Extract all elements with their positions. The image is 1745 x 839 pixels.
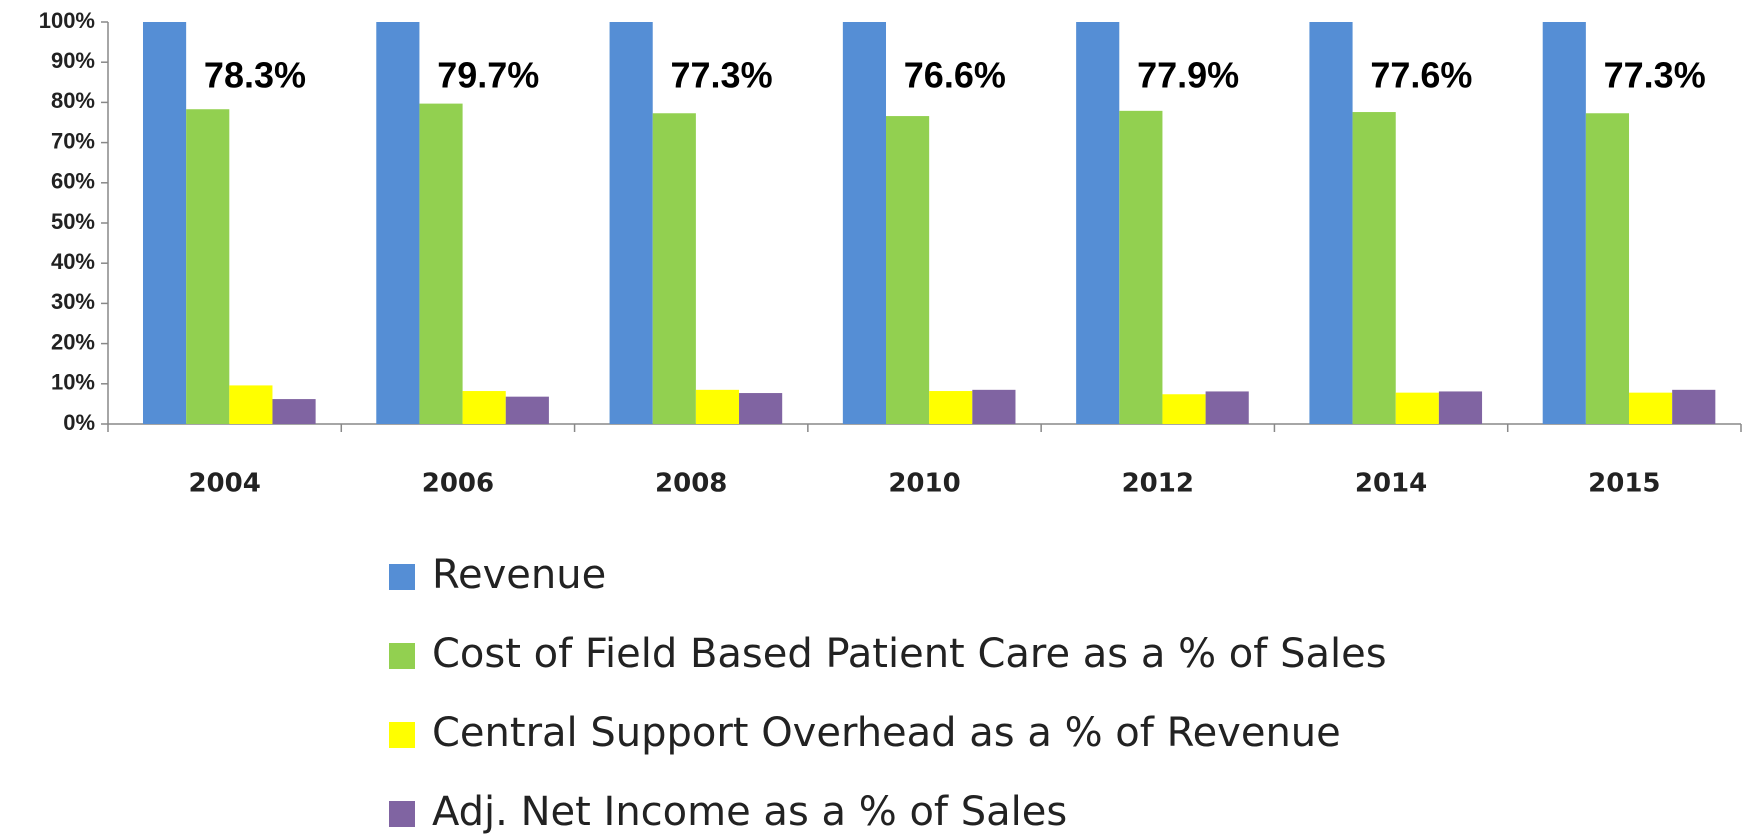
x-tick-label: 2006: [422, 469, 494, 499]
y-tick-label: 80%: [51, 88, 95, 113]
bar: [886, 116, 930, 425]
bar: [186, 109, 230, 424]
bar: [376, 22, 420, 424]
data-label: 77.6%: [1370, 55, 1472, 96]
bar: [1352, 112, 1396, 424]
bar: [505, 396, 549, 424]
data-label: 78.3%: [204, 55, 306, 96]
x-tick-label: 2014: [1355, 469, 1427, 499]
y-tick-label: 70%: [51, 128, 95, 153]
x-tick-label: 2015: [1588, 469, 1660, 499]
bar: [652, 113, 696, 424]
data-label: 79.7%: [437, 55, 539, 96]
legend-swatch: [389, 564, 415, 590]
y-tick-label: 100%: [39, 8, 95, 33]
legend-swatch: [389, 643, 415, 669]
x-tick-label: 2012: [1122, 469, 1194, 499]
y-tick-label: 30%: [51, 289, 95, 314]
y-tick-label: 20%: [51, 329, 95, 354]
x-tick-label: 2004: [188, 469, 260, 499]
legend-label: Cost of Field Based Patient Care as a % …: [432, 631, 1387, 677]
y-tick-label: 0%: [63, 410, 95, 435]
bar: [1672, 389, 1716, 424]
legend-swatch: [389, 722, 415, 748]
data-label: 77.3%: [1604, 55, 1706, 96]
bar: [929, 391, 973, 424]
bar: [1119, 110, 1163, 424]
bar: [1162, 394, 1206, 424]
y-tick-label: 40%: [51, 249, 95, 274]
bar: [972, 389, 1016, 424]
bar: [695, 389, 740, 424]
bar: [142, 22, 187, 424]
bar: [1205, 391, 1249, 424]
bar: [1076, 22, 1120, 424]
bar: [1629, 392, 1673, 424]
bar: [1438, 391, 1483, 424]
data-label: 76.6%: [904, 55, 1006, 96]
bar: [1309, 22, 1353, 424]
y-tick-label: 60%: [51, 169, 95, 194]
legend-swatch: [389, 801, 415, 827]
x-tick-label: 2008: [655, 469, 727, 499]
bar: [462, 391, 506, 424]
y-tick-label: 10%: [51, 370, 95, 395]
bar: [1395, 392, 1439, 424]
y-tick-label: 90%: [51, 48, 95, 73]
bar: [229, 385, 273, 424]
bar: [419, 103, 463, 424]
bar: [1542, 22, 1586, 424]
data-label: 77.9%: [1137, 55, 1239, 96]
data-label: 77.3%: [671, 55, 773, 96]
legend-label: Adj. Net Income as a % of Sales: [432, 789, 1067, 835]
bar: [842, 22, 887, 424]
bar: [1585, 113, 1630, 424]
y-tick-label: 50%: [51, 209, 95, 234]
bar: [739, 393, 783, 424]
bar: [272, 399, 316, 424]
legend-label: Revenue: [432, 552, 606, 598]
legend-label: Central Support Overhead as a % of Reven…: [432, 710, 1341, 756]
bar: [609, 22, 653, 424]
x-tick-label: 2010: [888, 469, 960, 499]
